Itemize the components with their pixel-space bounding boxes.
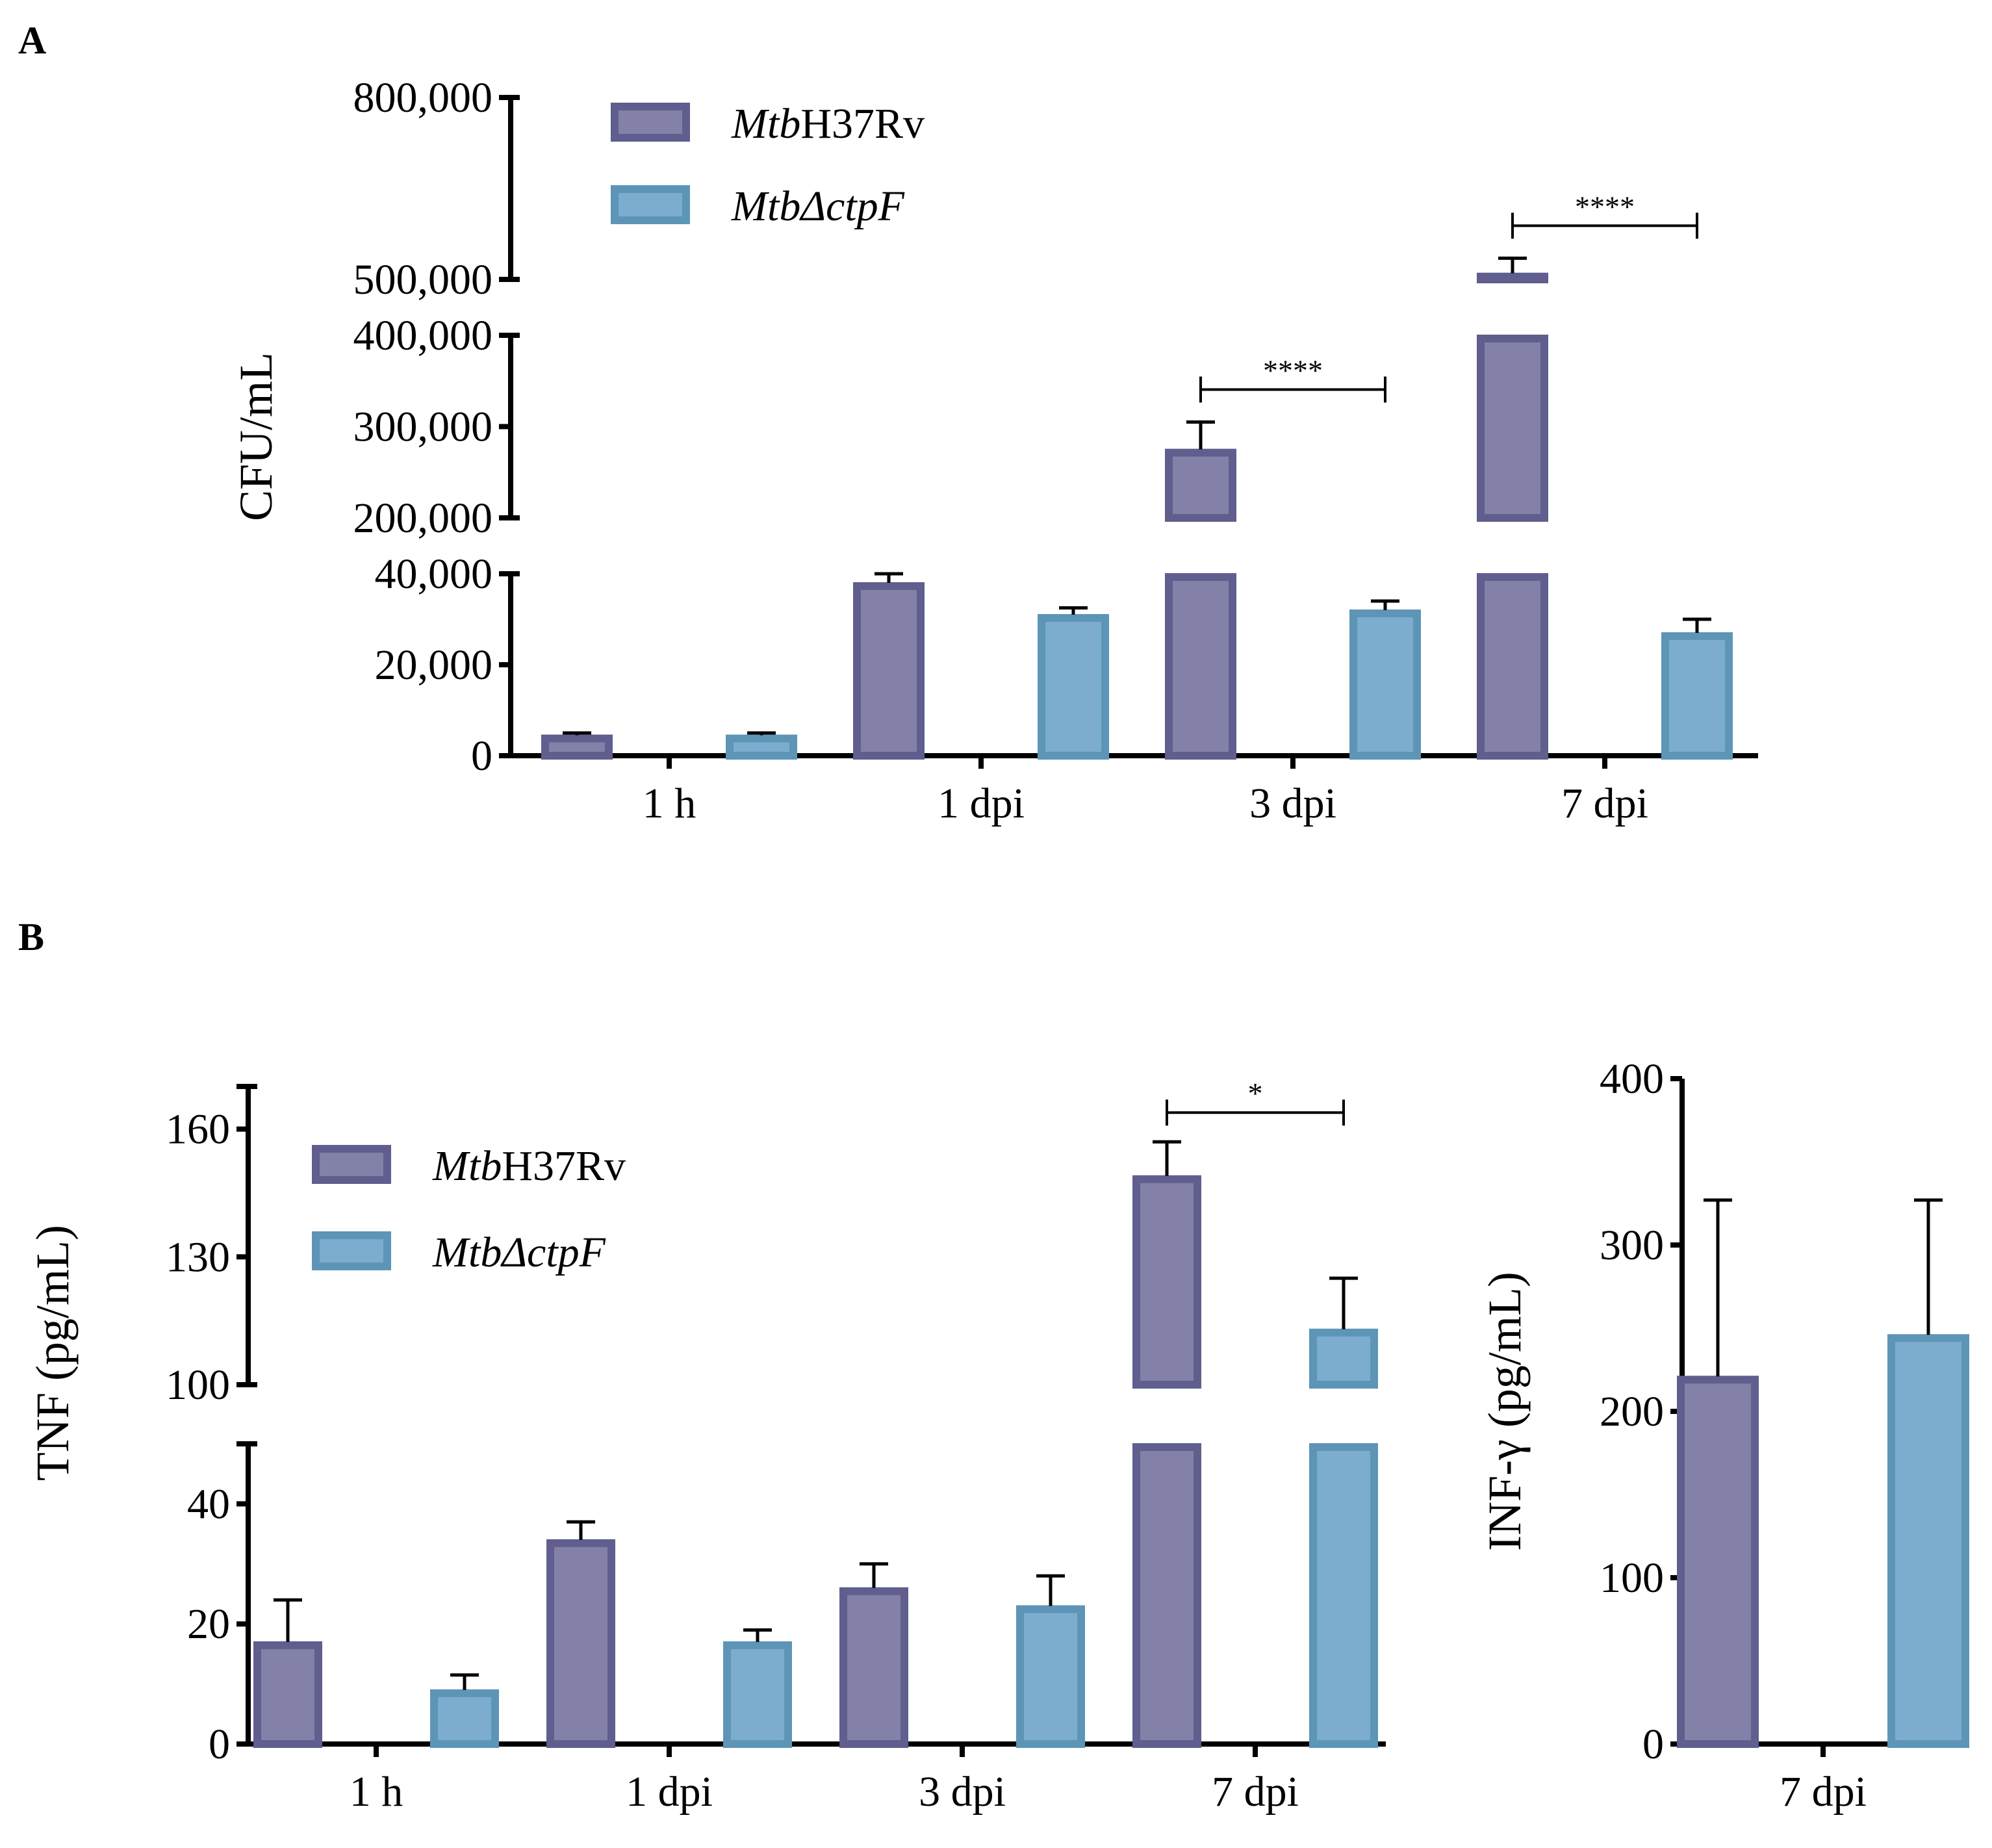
panel-label-a: A — [18, 19, 46, 62]
legend-label-italic: Mtb — [432, 1142, 502, 1190]
x-tick-label: 1 dpi — [938, 780, 1025, 827]
bar-h37rv — [1477, 335, 1548, 522]
legend-swatch-ctpf — [611, 185, 690, 224]
y-tick-label: 400,000 — [353, 312, 493, 359]
bar-h37rv — [541, 734, 613, 760]
y-tick-label: 500,000 — [353, 256, 493, 303]
x-tick-label: 1 h — [350, 1768, 403, 1816]
y-tick-label: 200,000 — [353, 494, 493, 542]
y-tick-label: 800,000 — [353, 74, 493, 122]
y-tick-label: 300,000 — [353, 404, 493, 451]
bar-h37rv — [853, 582, 925, 760]
y-tick-label: 40 — [187, 1480, 230, 1528]
y-tick-label: 200 — [1600, 1388, 1664, 1435]
bar-h37rv — [1477, 272, 1548, 283]
significance-label: **** — [1575, 190, 1635, 223]
y-tick-label: 160 — [166, 1106, 230, 1153]
legend-label-italic: MtbΔctpF — [731, 183, 905, 230]
legend-label: MtbH37Rv — [731, 100, 925, 148]
legend-swatch-h37rv — [312, 1145, 391, 1184]
x-tick-label: 7 dpi — [1561, 780, 1648, 827]
y-tick-label: 40,000 — [375, 550, 493, 598]
y-tick-label: 20,000 — [375, 641, 493, 689]
bar-h37rv — [253, 1641, 322, 1748]
x-tick-label: 1 h — [643, 780, 696, 827]
y-tick-label: 0 — [1642, 1721, 1664, 1768]
y-tick-label: 130 — [166, 1233, 230, 1281]
significance-bracket — [1511, 212, 1698, 239]
panel-label-b: B — [18, 916, 44, 958]
y-tick-label: 0 — [209, 1721, 230, 1768]
legend-label: MtbΔctpF — [731, 183, 905, 230]
bar-h37rv — [546, 1539, 615, 1749]
bar-ctpf — [1038, 614, 1109, 760]
chart-a-cfu: 0 20,000 40,000 200,000 300,000 400,000 500,00… — [230, 74, 1758, 827]
legend-label-rest: H37Rv — [800, 100, 925, 148]
legend-swatch-h37rv — [611, 103, 690, 142]
x-tick-label: 3 dpi — [919, 1768, 1006, 1816]
y-axis-title: CFU/mL — [230, 352, 282, 521]
y-tick-label: 20 — [187, 1600, 230, 1648]
y-axis-title: INF-γ (pg/mL) — [1479, 1272, 1531, 1551]
bar-ctpf — [1309, 1443, 1378, 1748]
bar-ctpf — [723, 1641, 792, 1748]
legend-swatch-ctpf — [312, 1231, 391, 1270]
bar-ctpf — [430, 1689, 499, 1749]
bar-h37rv — [1132, 1175, 1201, 1389]
bar-h37rv — [1677, 1376, 1759, 1748]
legend-label: MtbH37Rv — [432, 1142, 626, 1190]
chart-b-tnf: 0 20 40 100 130 160 TNF (pg/mL) 1 h 1 dpi 3 dpi 7 … — [27, 1077, 1386, 1816]
bar-h37rv — [1132, 1443, 1201, 1748]
bar-ctpf — [1661, 632, 1733, 760]
legend-label-italic: MtbΔctpF — [432, 1229, 606, 1276]
x-tick-label: 1 dpi — [626, 1768, 713, 1816]
legend-label-italic: Mtb — [731, 100, 800, 148]
y-tick-label: 100 — [1600, 1554, 1664, 1602]
x-tick-label: 7 dpi — [1780, 1768, 1867, 1816]
bar-ctpf — [726, 734, 797, 760]
significance-label: * — [1248, 1077, 1263, 1110]
significance-label: **** — [1263, 353, 1323, 387]
bar-ctpf — [1016, 1605, 1085, 1748]
chart-b-inf-gamma: 0 100 200 300 400 INF-γ (pg/mL) 7 dpi — [1479, 1055, 1969, 1816]
bar-h37rv — [1165, 448, 1236, 522]
significance-bracket — [1166, 1099, 1345, 1126]
legend-label-rest: H37Rv — [502, 1142, 626, 1190]
bar-ctpf — [1887, 1334, 1969, 1748]
significance-bracket — [1199, 376, 1386, 403]
y-tick-label: 0 — [471, 732, 492, 780]
y-axis-title: TNF (pg/mL) — [27, 1225, 79, 1481]
bar-ctpf — [1349, 610, 1421, 760]
x-tick-label: 3 dpi — [1249, 780, 1336, 827]
x-tick-label: 7 dpi — [1212, 1768, 1299, 1816]
y-tick-label: 300 — [1600, 1222, 1664, 1269]
bar-h37rv — [1165, 573, 1236, 760]
bar-h37rv — [839, 1587, 908, 1749]
y-tick-label: 100 — [166, 1361, 230, 1409]
y-tick-label: 400 — [1600, 1055, 1664, 1103]
legend-label: MtbΔctpF — [432, 1229, 606, 1276]
bar-ctpf — [1309, 1328, 1378, 1389]
bar-h37rv — [1477, 573, 1548, 760]
